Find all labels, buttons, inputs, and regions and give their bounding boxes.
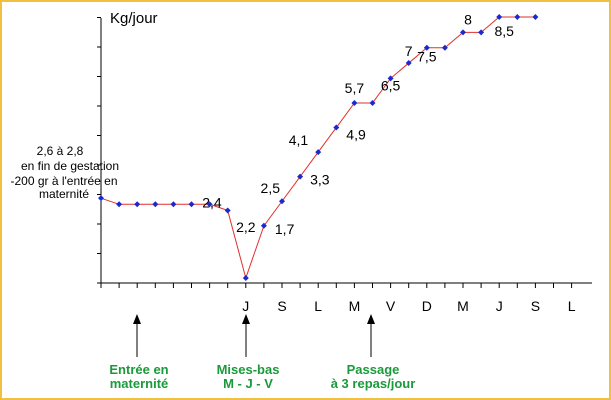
event-caption: M - J - V [223, 376, 273, 391]
data-point [170, 201, 177, 208]
event-caption: à 3 repas/jour [331, 376, 416, 391]
data-point [98, 195, 104, 202]
x-tick-label: M [457, 298, 469, 314]
data-point [478, 29, 485, 36]
event-arrowhead [242, 314, 250, 324]
data-point [242, 275, 249, 281]
x-tick-label: D [422, 298, 432, 314]
data-point [351, 99, 358, 106]
event-arrowhead [367, 314, 375, 324]
event-caption: Passage [347, 362, 400, 377]
data-point [532, 14, 539, 20]
data-label: 5,7 [345, 80, 365, 96]
data-point [405, 60, 412, 67]
data-point [279, 198, 285, 205]
data-label: 3,3 [310, 172, 330, 188]
data-point [297, 173, 304, 180]
data-label: 2,4 [202, 194, 222, 210]
data-label: 8 [464, 11, 472, 27]
labels: J S L M V D M J S L 2,4 2,2 1,7 2,5 3,3 4,1 4,9 5,7 6,5 7 7,… [10, 11, 575, 391]
series-line [100, 16, 536, 280]
x-tick-label: J [242, 298, 249, 314]
event-caption: maternité [110, 376, 169, 391]
data-point [152, 201, 159, 208]
data-point [188, 201, 195, 208]
data-point [369, 99, 376, 106]
data-point [441, 44, 448, 51]
data-point [134, 201, 141, 208]
annotation-line: -200 gr à l'entrée en [10, 174, 117, 188]
annotation-line: 2,6 à 2,8 [37, 144, 84, 158]
event-caption: Entrée en [109, 362, 168, 377]
data-label: 6,5 [381, 77, 401, 93]
data-label: 2,2 [236, 219, 256, 235]
data-point [224, 207, 231, 214]
data-label: 7,5 [417, 49, 437, 65]
x-tick-label: S [277, 298, 286, 314]
x-tick-label: J [496, 298, 503, 314]
data-point [206, 201, 213, 208]
annotation-line: en fin de gestation [21, 159, 119, 173]
data-label: 8,5 [494, 23, 514, 39]
data-label: 7 [405, 43, 413, 59]
data-point [260, 222, 267, 229]
data-label: 2,5 [261, 180, 281, 196]
data-point [423, 44, 430, 51]
y-axis-label: Kg/jour [110, 10, 158, 27]
axes [97, 17, 592, 288]
x-tick-label: S [531, 298, 540, 314]
data-label: 1,7 [275, 221, 295, 237]
x-tick-label: L [314, 298, 322, 314]
data-point [496, 14, 503, 20]
data-label: 4,1 [289, 132, 309, 148]
annotation-line: maternité [39, 187, 89, 201]
data-label: 4,9 [346, 127, 366, 143]
data-point [514, 14, 521, 20]
data-point [387, 75, 394, 82]
series [98, 14, 539, 281]
event-arrowhead [133, 314, 141, 324]
data-point [460, 29, 466, 36]
event-caption: Mises-bas [217, 362, 280, 377]
x-tick-label: M [349, 298, 361, 314]
x-tick-label: V [386, 298, 396, 314]
data-point [116, 201, 123, 208]
x-tick-label: L [568, 298, 576, 314]
data-point [315, 149, 322, 156]
data-point [333, 124, 340, 131]
